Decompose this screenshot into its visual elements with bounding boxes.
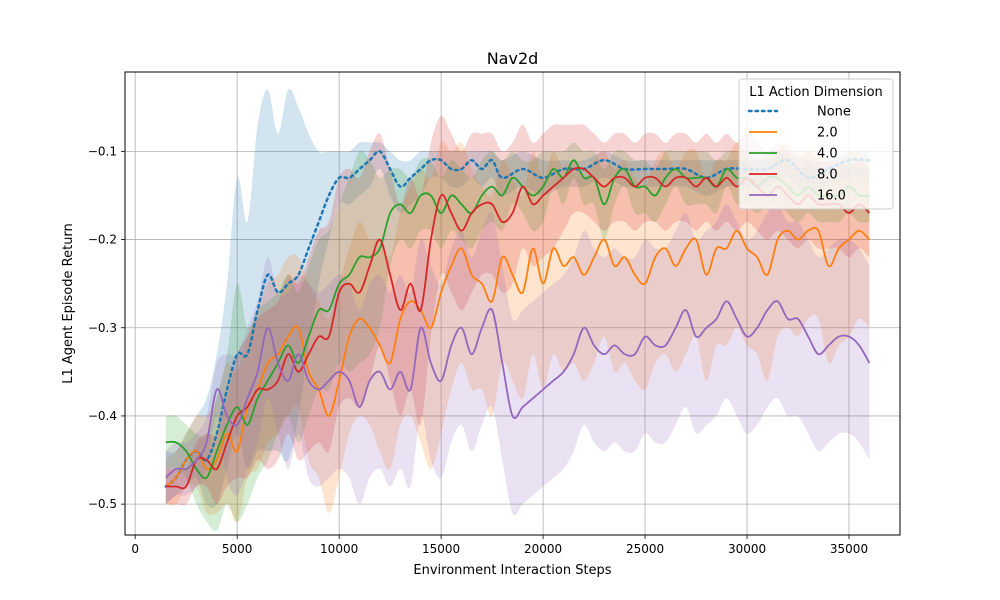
- legend-items: None 2.0 4.0 8.0 16.0: [747, 105, 851, 204]
- legend-label: 16.0: [817, 189, 846, 204]
- x-tick-label: 5000: [222, 542, 253, 556]
- y-tick-label: −0.2: [88, 233, 117, 247]
- confidence-bands: [165, 88, 870, 532]
- legend-label: None: [817, 105, 851, 120]
- x-tick-label: 25000: [626, 542, 664, 556]
- series-line-16-0: [165, 300, 871, 479]
- legend-label: 4.0: [817, 147, 838, 162]
- y-axis-ticks: −0.5 −0.4 −0.3 −0.2 −0.1: [88, 144, 125, 511]
- x-tick-label: 20000: [524, 542, 562, 556]
- x-axis-label: Environment Interaction Steps: [413, 563, 611, 578]
- band-8-0: [165, 115, 870, 506]
- x-tick-label: 10000: [320, 542, 358, 556]
- y-axis-label: L1 Agent Episode Return: [61, 223, 76, 384]
- legend-title: L1 Action Dimension: [749, 85, 883, 100]
- band-4-0: [165, 142, 870, 532]
- chart-title: Nav2d: [487, 49, 539, 68]
- x-tick-label: 0: [131, 542, 139, 556]
- band-2-0: [165, 141, 870, 523]
- y-tick-label: −0.3: [88, 321, 117, 335]
- y-tick-label: −0.4: [88, 409, 117, 423]
- y-tick-label: −0.1: [88, 144, 117, 158]
- plot-frame: [124, 71, 901, 536]
- legend-label: 8.0: [817, 168, 838, 183]
- x-tick-label: 35000: [830, 542, 868, 556]
- legend: L1 Action Dimension None 2.0 4.0 8.0 16.0: [738, 78, 894, 210]
- band-16-0: [165, 204, 870, 516]
- legend-label: 2.0: [817, 126, 838, 141]
- x-axis-ticks: 0 5000 10000 15000 20000 25000 30000 35000: [131, 535, 868, 556]
- y-tick-label: −0.5: [88, 497, 117, 511]
- series-line-None: [164, 149, 871, 488]
- series-line-2-0: [165, 226, 871, 488]
- band-None: [165, 88, 870, 508]
- x-tick-label: 30000: [728, 542, 766, 556]
- x-tick-label: 15000: [422, 542, 460, 556]
